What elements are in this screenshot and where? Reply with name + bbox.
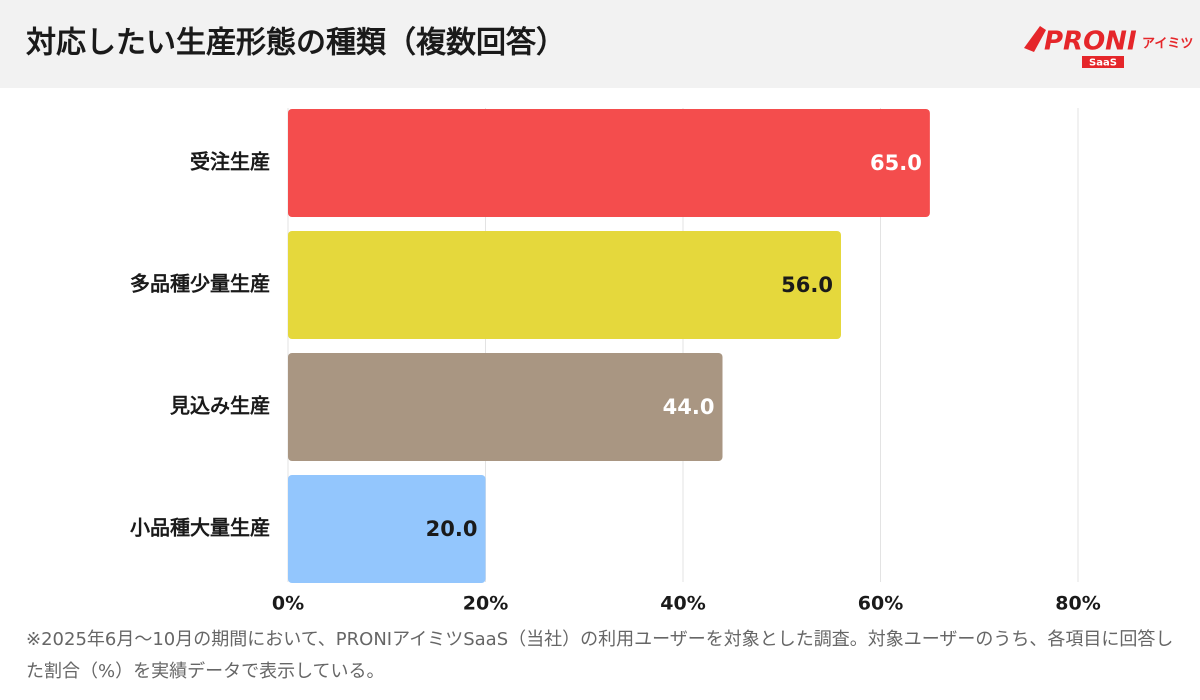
logo-badge-text: SaaS — [1089, 58, 1117, 69]
x-tick-label: 20% — [463, 593, 508, 615]
y-tick-label: 小品種大量生産 — [130, 516, 270, 540]
logo-suffix: アイミツ — [1142, 37, 1193, 52]
value-label: 44.0 — [663, 395, 715, 419]
logo-icon — [1024, 26, 1046, 52]
bar — [288, 475, 486, 583]
footnote: ※2025年6月〜10月の期間において、PRONIアイミツSaaS（当社）の利用… — [26, 629, 1174, 682]
value-label: 65.0 — [870, 151, 922, 175]
bar — [288, 231, 841, 339]
value-label: 20.0 — [426, 517, 478, 541]
value-label: 56.0 — [781, 273, 833, 297]
y-tick-label: 見込み生産 — [170, 394, 270, 418]
x-tick-label: 80% — [1055, 593, 1100, 615]
bar — [288, 109, 930, 217]
y-tick-label: 受注生産 — [190, 150, 270, 174]
logo: PRONI アイミツ SaaS — [1024, 26, 1193, 69]
x-tick-label: 0% — [272, 593, 304, 615]
x-tick-label: 60% — [858, 593, 903, 615]
header-band — [0, 0, 1200, 88]
bar — [288, 353, 723, 461]
x-tick-label: 40% — [660, 593, 705, 615]
logo-badge — [1082, 56, 1124, 68]
logo-name: PRONI — [1044, 27, 1137, 57]
y-tick-label: 多品種少量生産 — [130, 272, 270, 296]
chart-title: 対応したい生産形態の種類（複数回答） — [26, 26, 566, 61]
